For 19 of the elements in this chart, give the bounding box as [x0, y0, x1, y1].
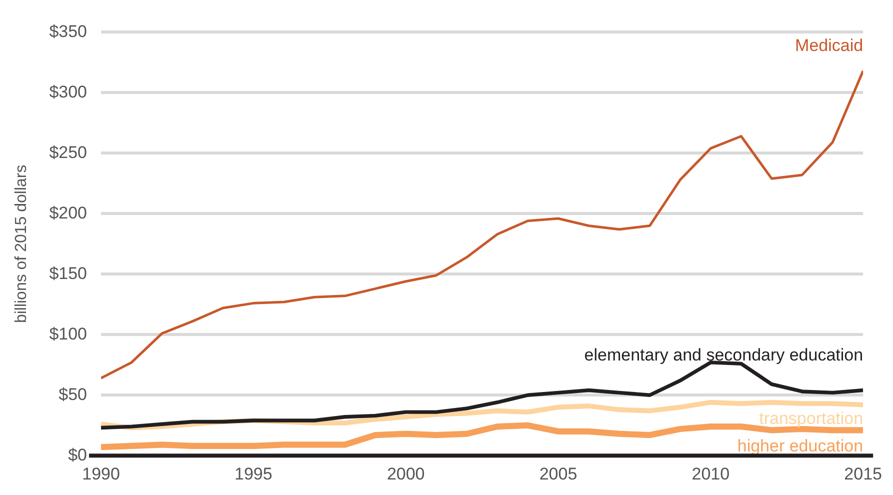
x-tick-label: 1990 — [82, 464, 120, 484]
y-axis-title: billions of 2015 dollars — [13, 164, 30, 324]
x-tick-label: 2010 — [692, 464, 730, 484]
series-label: elementary and secondary education — [584, 345, 864, 364]
y-tick-label: $100 — [49, 324, 88, 344]
y-tick-label: $200 — [49, 203, 88, 222]
y-tick-label: $150 — [49, 264, 88, 283]
series-label: higher education — [737, 436, 864, 456]
y-tick-label: $50 — [58, 384, 88, 404]
x-tick-label: 2000 — [386, 464, 425, 484]
x-tick-label: 2015 — [844, 464, 882, 484]
y-tick-label: $300 — [49, 82, 88, 102]
y-tick-label: $350 — [49, 22, 88, 41]
x-tick-label: 2005 — [539, 464, 578, 484]
y-tick-label: $0 — [68, 445, 88, 464]
series-label: Medicaid — [795, 36, 864, 56]
y-tick-label: $250 — [49, 142, 88, 162]
series-label: transportation — [759, 408, 864, 428]
x-tick-label: 1995 — [234, 464, 272, 484]
